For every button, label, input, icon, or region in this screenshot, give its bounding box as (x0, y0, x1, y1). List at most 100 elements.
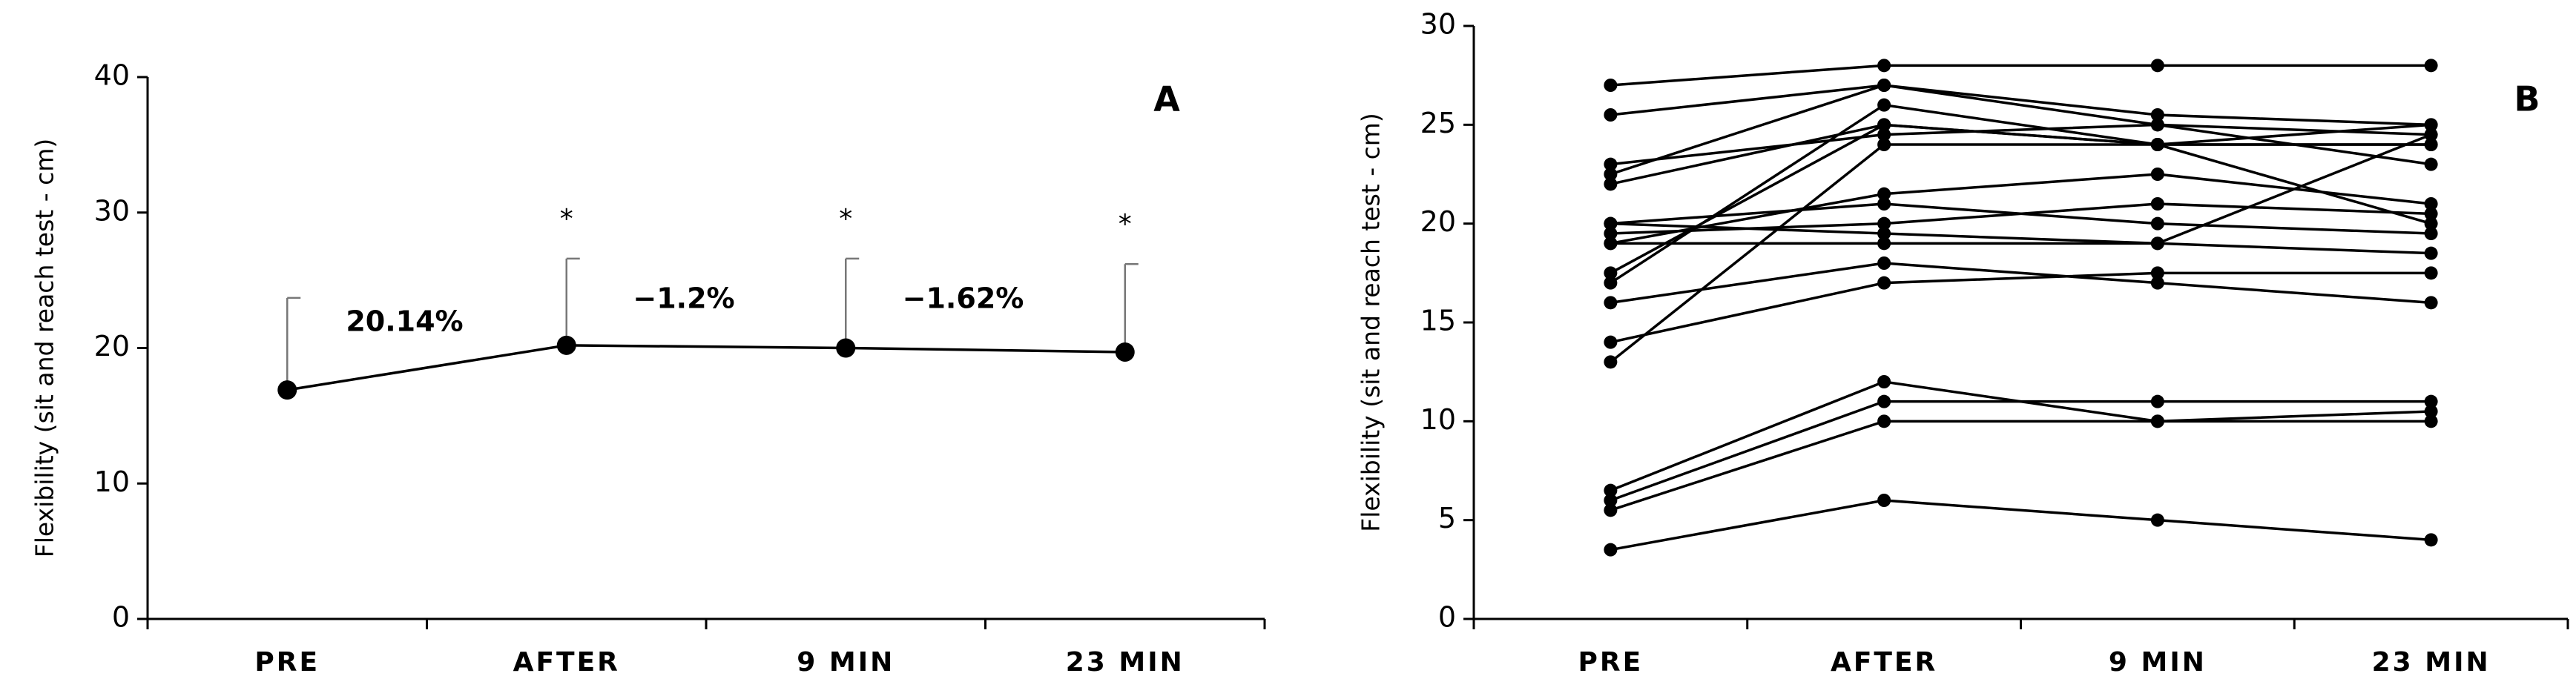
data-point (2424, 118, 2438, 132)
data-point (2424, 59, 2438, 73)
data-point (2150, 266, 2164, 280)
data-point (1877, 98, 1891, 112)
data-point (1877, 236, 1891, 251)
significance-marker: * (839, 204, 852, 234)
data-point (2150, 414, 2164, 428)
data-point (1877, 494, 1891, 507)
data-point (2424, 533, 2438, 547)
data-line (286, 344, 1125, 391)
data-point (1604, 543, 1618, 557)
data-point (277, 380, 297, 400)
data-point (1604, 168, 1618, 181)
data-point (1877, 394, 1891, 408)
data-point (1877, 127, 1891, 142)
data-point (2150, 108, 2164, 122)
x-tick-label: PRE (1578, 647, 1644, 678)
data-point (1877, 59, 1891, 73)
y-tick-label: 30 (1420, 8, 1456, 41)
data-point (2150, 276, 2164, 290)
data-point (2150, 168, 2164, 181)
data-point (2150, 59, 2164, 73)
data-line (1610, 103, 2431, 285)
data-line (1610, 420, 2431, 511)
x-tick-label: 23 MIN (2372, 647, 2491, 678)
x-tick-label: 9 MIN (2109, 647, 2207, 678)
data-line (1610, 400, 2431, 502)
data-point (1604, 227, 1618, 240)
data-point (1604, 157, 1618, 171)
data-point (1604, 483, 1618, 497)
data-point (2150, 236, 2164, 251)
data-point (2424, 394, 2438, 408)
significance-marker: * (1119, 209, 1132, 239)
data-point (1604, 108, 1618, 122)
data-point (1604, 355, 1618, 369)
data-line (1610, 143, 2431, 363)
data-line (1610, 133, 2432, 245)
data-point (836, 338, 856, 358)
panel-label: A (1153, 79, 1180, 119)
data-point (2150, 138, 2164, 151)
significance-marker: * (560, 204, 573, 234)
data-point (1877, 118, 1891, 132)
data-point (1877, 227, 1891, 240)
data-line (1610, 123, 2432, 274)
y-tick-label: 5 (1438, 502, 1456, 534)
y-tick-label: 10 (1420, 403, 1456, 436)
data-point (1604, 79, 1618, 92)
annotation: −1.2% (633, 282, 734, 315)
data-point (2150, 118, 2164, 132)
data-point (2150, 513, 2164, 527)
data-point (2424, 138, 2438, 151)
data-point (2424, 227, 2438, 240)
data-point (1877, 187, 1891, 201)
data-point (2424, 197, 2438, 211)
data-point (2424, 216, 2438, 231)
data-point (1604, 177, 1618, 191)
data-point (1877, 276, 1891, 290)
y-tick-label: 40 (94, 59, 130, 92)
y-tick-label: 0 (1438, 601, 1456, 634)
annotation: 20.14% (346, 305, 463, 338)
data-point (1877, 138, 1891, 151)
data-point (1877, 79, 1891, 92)
data-line (1610, 123, 2431, 166)
data-point (2424, 414, 2438, 428)
x-tick-label: PRE (254, 647, 320, 678)
data-point (1877, 256, 1891, 270)
data-point (2150, 394, 2164, 408)
data-point (1604, 296, 1618, 310)
data-point (2424, 246, 2438, 260)
data-line (1610, 84, 2431, 127)
y-axis-title: Flexibility (sit and reach test - cm) (30, 139, 59, 558)
panel-label: B (2514, 79, 2540, 119)
y-tick-label: 20 (94, 330, 130, 362)
data-point (1604, 276, 1618, 290)
data-line (1610, 271, 2431, 344)
x-tick-label: 9 MIN (797, 647, 895, 678)
annotation: −1.62% (903, 282, 1024, 315)
data-line (1610, 499, 2431, 551)
data-point (1604, 266, 1618, 280)
y-axis-title: Flexibility (sit and reach test - cm) (1357, 113, 1386, 532)
data-line (1610, 380, 2431, 492)
y-tick-label: 25 (1420, 107, 1456, 139)
data-line (1610, 262, 2431, 305)
data-point (2424, 157, 2438, 171)
data-point (1604, 335, 1618, 349)
y-tick-label: 30 (94, 194, 130, 227)
data-point (1604, 494, 1618, 507)
x-tick-label: AFTER (513, 647, 620, 678)
data-point (1115, 342, 1135, 362)
data-point (2150, 197, 2164, 211)
y-tick-label: 0 (112, 601, 130, 634)
data-point (1604, 216, 1618, 231)
data-point (1877, 197, 1891, 211)
data-point (1604, 236, 1618, 251)
x-tick-label: 23 MIN (1066, 647, 1185, 678)
data-point (1604, 503, 1618, 517)
data-point (1877, 375, 1891, 388)
data-point (556, 335, 576, 355)
data-point (1877, 414, 1891, 428)
